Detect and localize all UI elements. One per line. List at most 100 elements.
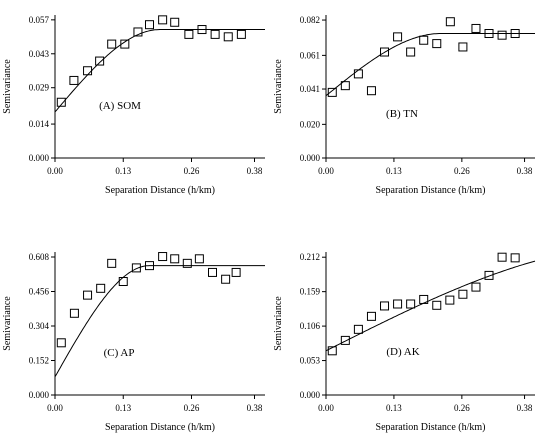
x-tick-label: 0.38 xyxy=(517,166,533,176)
data-point xyxy=(221,274,231,284)
data-point xyxy=(96,283,106,293)
data-point xyxy=(145,261,154,271)
y-tick-label: 0.043 xyxy=(29,49,50,59)
y-tick-label: 0.082 xyxy=(300,15,320,25)
data-point xyxy=(471,282,481,292)
data-point xyxy=(366,311,376,321)
y-tick-label: 0.020 xyxy=(300,119,321,129)
y-tick-label: 0.152 xyxy=(29,355,49,365)
y-axis-title: Semivariance xyxy=(2,59,13,114)
data-point xyxy=(56,338,66,348)
data-point xyxy=(107,258,117,268)
x-axis-title: Separation Distance (h/km) xyxy=(105,422,215,433)
data-point xyxy=(145,20,154,30)
data-point xyxy=(445,17,455,27)
y-axis-title: Semivariance xyxy=(273,296,284,351)
data-point xyxy=(458,289,468,299)
x-tick-label: 0.38 xyxy=(247,403,263,413)
y-tick-label: 0.304 xyxy=(29,321,50,331)
data-point xyxy=(406,47,416,57)
data-point xyxy=(327,346,337,356)
data-point xyxy=(510,29,520,39)
data-point xyxy=(236,29,246,39)
data-point xyxy=(353,324,363,334)
data-point xyxy=(83,290,93,300)
y-tick-label: 0.000 xyxy=(29,153,50,163)
data-point xyxy=(497,252,507,262)
x-tick-label: 0.26 xyxy=(184,403,200,413)
data-point xyxy=(95,56,105,66)
data-point xyxy=(133,27,143,37)
data-point xyxy=(170,254,180,264)
y-tick-label: 0.053 xyxy=(300,356,321,366)
y-tick-label: 0.061 xyxy=(300,50,320,60)
data-point xyxy=(131,263,141,273)
x-tick-label: 0.00 xyxy=(318,403,334,413)
y-tick-label: 0.029 xyxy=(29,83,50,93)
data-point xyxy=(158,15,168,25)
data-point xyxy=(497,30,507,40)
data-point xyxy=(510,253,520,263)
chart-panel-1: 0.000 0.014 0.029 0.043 0.057 0.00 0.13 0.26 0.3… xyxy=(2,15,265,196)
data-point xyxy=(380,301,390,311)
data-point xyxy=(353,69,363,79)
panel-label: (A) SOM xyxy=(99,100,141,112)
data-point xyxy=(56,97,66,107)
x-axis-title: Separation Distance (h/km) xyxy=(105,185,215,196)
data-point xyxy=(445,295,455,305)
y-tick-label: 0.014 xyxy=(29,119,50,129)
data-point xyxy=(327,87,337,97)
data-point xyxy=(158,252,168,262)
data-point xyxy=(432,300,442,310)
panel-label: (B) TN xyxy=(386,108,418,120)
x-tick-label: 0.13 xyxy=(115,403,131,413)
data-point xyxy=(340,335,350,345)
fitted-model-curve xyxy=(54,29,265,113)
x-tick-label: 0.00 xyxy=(47,166,63,176)
data-point xyxy=(69,75,79,85)
y-tick-label: 0.212 xyxy=(300,252,320,262)
panel-label: (D) AK xyxy=(386,346,419,358)
chart-panel-3: 0.000 0.152 0.304 0.456 0.608 0.00 0.13 0.26 0.3… xyxy=(2,252,265,433)
y-tick-label: 0.608 xyxy=(29,252,50,262)
data-point xyxy=(197,25,207,35)
x-axis-title: Separation Distance (h/km) xyxy=(376,185,486,196)
x-tick-label: 0.00 xyxy=(47,403,63,413)
data-point xyxy=(83,66,93,76)
y-tick-label: 0.159 xyxy=(300,287,321,297)
data-point xyxy=(432,39,442,49)
panel-label: (C) AP xyxy=(104,347,135,359)
y-axis-title: Semivariance xyxy=(273,59,284,114)
data-point xyxy=(340,81,350,91)
x-tick-label: 0.26 xyxy=(184,166,200,176)
data-point xyxy=(170,17,180,27)
data-point xyxy=(458,42,468,52)
y-axis-title: Semivariance xyxy=(2,296,13,351)
data-point xyxy=(393,32,403,42)
y-tick-label: 0.041 xyxy=(300,84,320,94)
data-point xyxy=(380,47,390,57)
data-point xyxy=(484,29,494,39)
data-point xyxy=(194,254,204,264)
y-tick-label: 0.000 xyxy=(300,153,321,163)
y-tick-label: 0.000 xyxy=(29,390,50,400)
data-point xyxy=(69,308,79,318)
x-tick-label: 0.13 xyxy=(386,166,402,176)
data-point xyxy=(231,267,241,277)
x-tick-label: 0.26 xyxy=(454,403,470,413)
x-tick-label: 0.00 xyxy=(318,166,334,176)
data-point xyxy=(406,299,416,309)
x-tick-label: 0.38 xyxy=(517,403,533,413)
data-point xyxy=(120,39,130,49)
y-tick-label: 0.456 xyxy=(29,286,50,296)
y-tick-label: 0.000 xyxy=(300,390,321,400)
data-point xyxy=(471,23,481,33)
y-tick-label: 0.106 xyxy=(300,321,321,331)
fitted-model-curve xyxy=(325,33,535,97)
x-axis-title: Separation Distance (h/km) xyxy=(376,422,486,433)
data-point xyxy=(184,29,194,39)
data-point xyxy=(393,299,403,309)
data-point xyxy=(107,39,117,49)
data-point xyxy=(419,294,429,304)
